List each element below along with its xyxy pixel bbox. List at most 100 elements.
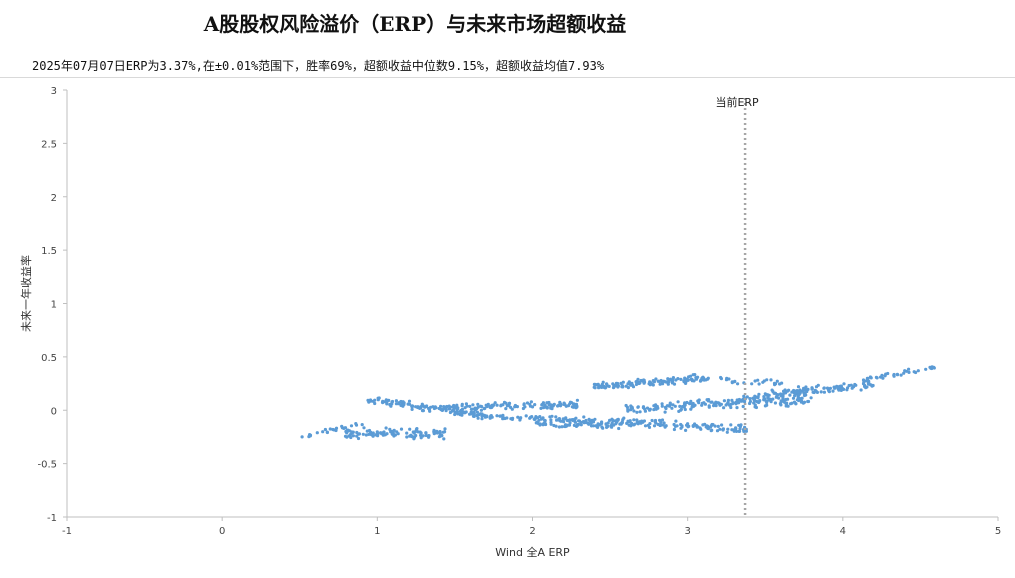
scatter-point xyxy=(690,379,694,383)
scatter-point xyxy=(362,426,366,430)
scatter-point xyxy=(574,402,579,406)
scatter-point xyxy=(545,406,549,410)
scatter-point xyxy=(652,380,657,384)
scatter-point xyxy=(539,406,543,410)
scatter-point xyxy=(579,420,583,424)
scatter-point xyxy=(617,426,621,431)
scatter-point xyxy=(611,418,615,422)
scatter-point xyxy=(778,402,783,406)
scatter-point xyxy=(635,410,639,414)
scatter-point xyxy=(761,380,765,384)
scatter-point xyxy=(720,423,724,427)
scatter-point xyxy=(402,402,406,407)
scatter-point xyxy=(667,380,671,384)
scatter-point xyxy=(859,388,863,392)
scatter-point xyxy=(621,418,625,422)
scatter-point xyxy=(679,426,683,430)
scatter-point xyxy=(688,402,692,406)
y-tick-label: 0.5 xyxy=(41,353,57,364)
scatter-point xyxy=(476,402,480,406)
scatter-point xyxy=(399,403,403,407)
scatter-point xyxy=(650,418,654,423)
scatter-point xyxy=(767,397,771,401)
scatter-point xyxy=(732,429,736,433)
scatter-point xyxy=(627,380,631,384)
scatter-point xyxy=(722,406,726,410)
scatter-point xyxy=(727,377,731,381)
scatter-point xyxy=(516,415,520,419)
scatter-point xyxy=(460,404,464,408)
scatter-point xyxy=(658,382,662,386)
scatter-point xyxy=(413,430,417,434)
scatter-point xyxy=(685,423,689,427)
scatter-point xyxy=(480,417,484,421)
scatter-point xyxy=(737,429,741,433)
scatter-point xyxy=(604,422,608,426)
scatter-point xyxy=(861,378,866,382)
scatter-point xyxy=(651,383,655,387)
scatter-point xyxy=(691,424,695,428)
scatter-point xyxy=(596,422,600,426)
scatter-point xyxy=(523,405,527,409)
scatter-point xyxy=(325,430,329,434)
scatter-point xyxy=(476,416,480,420)
scatter-point xyxy=(630,383,635,387)
scatter-point xyxy=(806,399,810,404)
scatter-point xyxy=(396,402,401,406)
x-tick-label: 5 xyxy=(995,526,1001,537)
scatter-point xyxy=(560,425,564,429)
scatter-point xyxy=(543,419,547,423)
scatter-point xyxy=(475,410,479,414)
scatter-point xyxy=(455,410,459,414)
scatter-point xyxy=(866,376,870,381)
scatter-point xyxy=(791,396,796,400)
scatter-point xyxy=(451,409,456,413)
scatter-point xyxy=(538,422,542,426)
scatter-point xyxy=(406,402,410,406)
scatter-point xyxy=(771,397,775,401)
scatter-point xyxy=(730,381,734,385)
scatter-point xyxy=(600,425,604,429)
scatter-point xyxy=(758,399,762,403)
scatter-point xyxy=(895,372,900,376)
scatter-point xyxy=(533,403,537,407)
scatter-point xyxy=(740,398,745,402)
scatter-point xyxy=(679,407,684,411)
scatter-point xyxy=(448,405,452,409)
scatter-point xyxy=(745,395,749,399)
scatter-point xyxy=(798,397,802,402)
scatter-point xyxy=(349,424,354,428)
scatter-point xyxy=(587,417,591,421)
scatter-point xyxy=(557,403,561,407)
scatter-point xyxy=(690,402,694,406)
scatter-point xyxy=(308,433,312,437)
scatter-point xyxy=(610,425,614,429)
scatter-point xyxy=(591,420,596,424)
scatter-point xyxy=(765,393,769,397)
scatter-point xyxy=(371,434,375,438)
scatter-point xyxy=(525,401,530,405)
scatter-point xyxy=(632,409,636,413)
scatter-point xyxy=(714,404,718,408)
scatter-point xyxy=(719,377,724,381)
scatter-point xyxy=(721,427,726,431)
scatter-point xyxy=(811,390,815,394)
scatter-point xyxy=(561,417,565,421)
scatter-point xyxy=(549,418,553,422)
scatter-point xyxy=(460,407,464,411)
chart-subtitle: 2025年07月07日ERP为3.37%,在±0.01%范围下，胜率69%，超额… xyxy=(32,59,605,73)
scatter-point xyxy=(360,423,364,427)
scatter-point xyxy=(869,376,873,380)
scatter-point xyxy=(693,422,697,426)
scatter-point xyxy=(636,405,640,409)
scatter-point xyxy=(716,424,720,428)
scatter-point xyxy=(371,431,375,435)
scatter-point xyxy=(350,430,354,434)
scatter-point xyxy=(916,369,920,373)
scatter-point xyxy=(754,405,759,410)
x-tick-label: 4 xyxy=(840,526,846,537)
scatter-point xyxy=(756,378,760,382)
scatter-point xyxy=(381,399,385,403)
scatter-point xyxy=(748,397,752,401)
scatter-point xyxy=(686,378,690,382)
